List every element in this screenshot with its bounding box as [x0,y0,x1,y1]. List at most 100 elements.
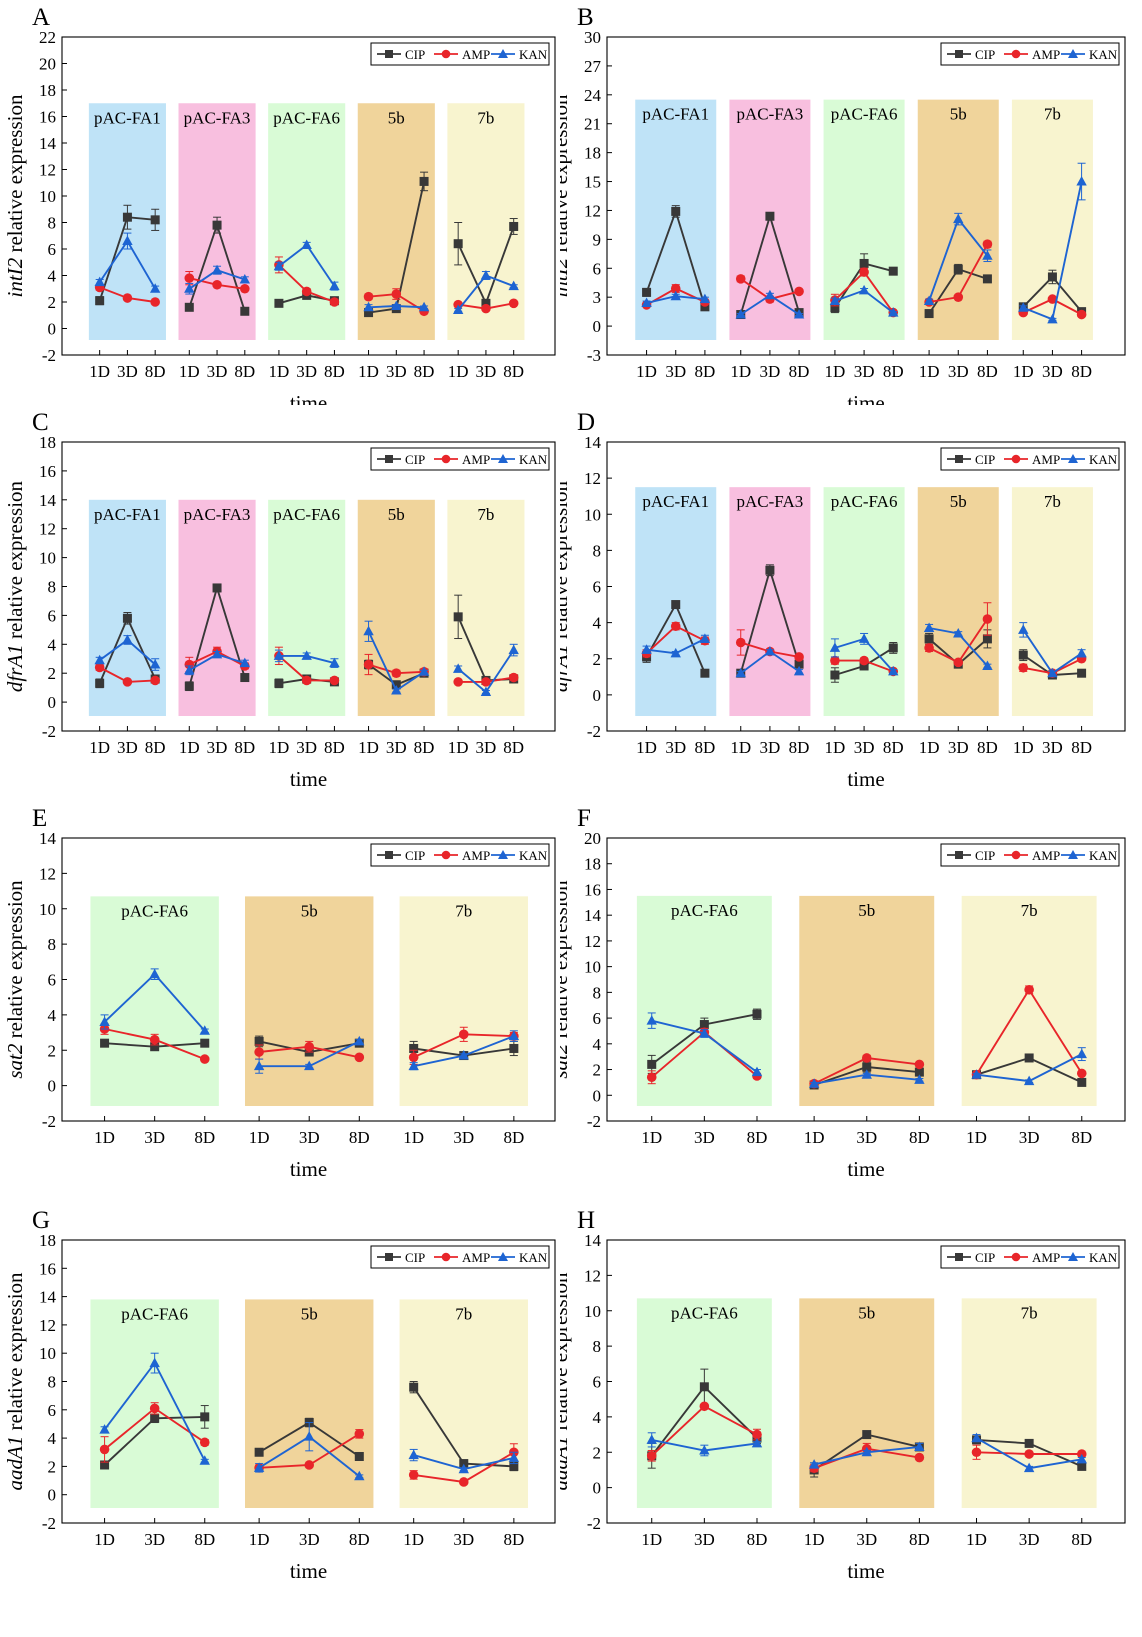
y-tick-label-d-4: 6 [593,578,602,597]
x-tick-label-f-1-0: 1D [804,1128,825,1147]
data-point-kan-d-3-2 [982,660,993,670]
data-point-kan-d-4-0 [1018,624,1029,634]
x-axis-title-d: time [847,767,884,791]
data-point-kan-c-1-2 [239,657,251,668]
data-point-amp-b-1-0 [735,274,746,284]
group-label-g-2: 7b [455,1304,472,1323]
chart-panel-h: -2 0 2 4 6 8 10 12 14 1D 3D 8D 1D 3D 8D 1D 3D 8D pAC-FA6 5b… [560,1207,1126,1583]
y-tick-label-a-6: 10 [39,187,56,206]
y-tick-label-d-2: 2 [593,650,602,669]
x-tick-label-f-1-2: 8D [909,1128,930,1147]
x-tick-label-g-0-0: 1D [94,1530,115,1549]
y-axis-title-gene-g: aadA1 [3,1436,27,1491]
data-point-amp-a-3-0 [363,291,374,302]
chart-panel-e: -2 0 2 4 6 8 10 12 14 1D 3D 8D 1D 3D 8D 1D 3D 8D pAC-FA6 5b… [3,805,556,1181]
x-tick-label-b-1-1: 3D [760,362,781,381]
data-point-cip-a-4-1 [481,298,491,308]
group-label-c-3: 5b [388,505,405,524]
y-tick-label-e-0: -2 [42,1112,56,1131]
data-point-kan-f-2-1 [1023,1075,1035,1086]
data-point-cip-f-0-0 [647,1059,657,1069]
data-point-kan-a-3-0 [363,301,374,312]
y-tick-label-a-2: 2 [48,293,57,312]
y-tick-label-c-2: 2 [48,664,57,683]
legend-marker-amp-f [1011,850,1021,860]
x-tick-label-g-1-0: 1D [249,1530,270,1549]
y-tick-label-f-2: 2 [593,1061,602,1080]
y-tick-label-f-1: 0 [593,1086,602,1105]
group-shade-e-1 [245,896,374,1106]
x-tick-label-h-1-1: 3D [856,1530,877,1549]
y-axis-title-g: aadA1 relative expression [3,1272,27,1491]
y-tick-label-a-9: 16 [39,108,56,127]
legend-label-amp-c: AMP [462,452,490,467]
data-point-kan-b-3-2 [982,250,993,260]
x-tick-label-c-1-1: 3D [207,738,228,757]
y-tick-label-g-0: -2 [42,1514,56,1533]
data-point-amp-e-0-2 [199,1054,210,1064]
data-point-kan-b-2-1 [858,284,870,295]
data-point-cip-c-2-0 [274,678,284,688]
data-point-kan-e-1-2 [354,1035,365,1046]
data-point-cip-b-0-0 [642,287,652,297]
y-tick-label-f-3: 4 [593,1035,602,1054]
x-tick-label-a-2-0: 1D [269,362,290,381]
x-axis-title-b: time [847,391,884,405]
y-tick-label-e-7: 12 [39,864,56,883]
data-point-amp-a-4-2 [508,298,519,309]
data-point-kan-a-2-1 [301,239,312,250]
y-axis-title-gene-d: dfrA1 [560,644,572,692]
data-point-amp-h-0-1 [699,1401,710,1412]
plot-frame-b [606,36,1126,356]
x-tick-label-g-0-1: 3D [144,1530,165,1549]
y-tick-label-g-1: 0 [48,1486,57,1505]
y-tick-label-c-9: 16 [39,462,56,481]
panel-label-g: G [32,1207,50,1234]
data-point-cip-h-2-1 [1024,1438,1034,1448]
panel-label-b: B [577,4,594,31]
y-axis-title-rest-b: relative expression [560,94,572,258]
data-point-kan-a-0-0 [94,276,105,287]
y-tick-label-h-2: 2 [593,1443,602,1462]
y-tick-label-b-4: 9 [593,230,602,249]
x-tick-label-b-1-0: 1D [730,362,751,381]
group-label-c-1: pAC-FA3 [184,505,251,524]
group-label-b-4: 7b [1044,105,1061,124]
y-tick-label-f-8: 14 [584,906,602,925]
group-label-h-0: pAC-FA6 [671,1303,738,1322]
y-axis-title-rest-e: relative expression [3,880,27,1044]
data-point-cip-d-1-1 [765,565,775,575]
data-point-amp-b-1-2 [794,286,804,297]
data-point-kan-b-0-0 [641,297,652,307]
legend-marker-kan-c [498,454,508,463]
group-shade-e-2 [399,896,528,1106]
group-label-a-3: 5b [388,108,405,127]
data-point-kan-g-0-2 [199,1455,210,1465]
y-tick-label-f-10: 18 [584,855,601,874]
legend-label-amp-d: AMP [1032,452,1060,467]
y-tick-label-b-0: -3 [587,346,601,365]
x-tick-label-f-0-0: 1D [641,1128,662,1147]
data-point-kan-d-2-2 [888,665,899,676]
data-point-cip-c-1-2 [240,673,250,683]
legend-box-f [940,843,1120,867]
data-point-kan-f-2-2 [1076,1048,1087,1059]
y-tick-label-f-4: 6 [593,1009,602,1028]
data-point-amp-c-3-1 [391,668,402,678]
legend-marker-cip-c [385,455,393,463]
legend-label-cip-g: CIP [405,1250,425,1265]
data-point-amp-g-1-2 [354,1429,365,1439]
data-point-cip-b-1-1 [765,211,775,221]
group-label-c-2: pAC-FA6 [273,505,340,524]
y-tick-label-b-10: 27 [584,57,602,76]
data-point-amp-d-4-0 [1018,662,1029,673]
y-tick-label-d-0: -2 [587,722,601,741]
group-label-d-1: pAC-FA3 [737,492,804,511]
group-label-a-0: pAC-FA1 [94,108,161,127]
data-point-amp-b-3-1 [953,292,964,302]
x-tick-label-e-2-2: 8D [503,1128,524,1147]
group-label-f-2: 7b [1021,901,1038,920]
legend-label-amp-g: AMP [462,1250,490,1265]
data-point-kan-h-2-1 [1023,1462,1035,1473]
